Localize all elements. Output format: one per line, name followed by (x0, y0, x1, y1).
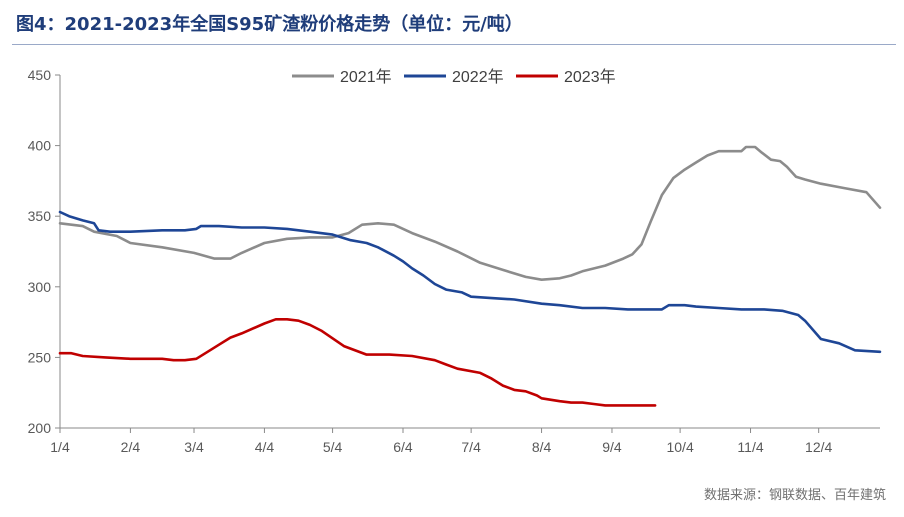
x-tick-label: 4/4 (255, 439, 275, 455)
x-tick-label: 11/4 (737, 439, 763, 455)
data-source-note: 数据来源：钢联数据、百年建筑 (703, 488, 886, 503)
legend-label: 2021年 (340, 68, 392, 86)
title-divider (12, 44, 896, 45)
x-tick-label: 3/4 (184, 439, 204, 455)
x-tick-label: 2/4 (121, 439, 141, 455)
chart-title: 图4：2021-2023年全国S95矿渣粉价格走势（单位：元/吨） (16, 14, 523, 35)
x-tick-label: 6/4 (393, 439, 413, 455)
y-tick-label: 450 (28, 67, 52, 83)
y-tick-label: 200 (28, 420, 52, 436)
y-tick-label: 250 (28, 349, 52, 365)
x-tick-label: 10/4 (666, 439, 693, 455)
legend-label: 2023年 (564, 68, 616, 86)
x-tick-label: 5/4 (323, 439, 343, 455)
chart-series (58, 145, 882, 407)
chart-legend: 2021年 2022年 2023年 (292, 68, 616, 86)
y-tick-label: 400 (28, 138, 52, 154)
series-line-2023年 (58, 317, 657, 407)
x-tick-label: 1/4 (50, 439, 70, 455)
x-tick-label: 7/4 (461, 439, 481, 455)
legend-label: 2022年 (452, 68, 504, 86)
y-tick-label: 350 (28, 208, 52, 224)
series-line-2022年 (58, 210, 882, 354)
x-tick-label: 9/4 (602, 439, 622, 455)
series-line-2021年 (58, 145, 882, 282)
x-tick-label: 12/4 (805, 439, 832, 455)
chart-axes: 200 250 300 350 400 450 1/4 2/4 3/4 4/4 5/4 6/4 7/4 8… (28, 67, 880, 455)
y-tick-label: 300 (28, 279, 52, 295)
x-tick-label: 8/4 (532, 439, 552, 455)
